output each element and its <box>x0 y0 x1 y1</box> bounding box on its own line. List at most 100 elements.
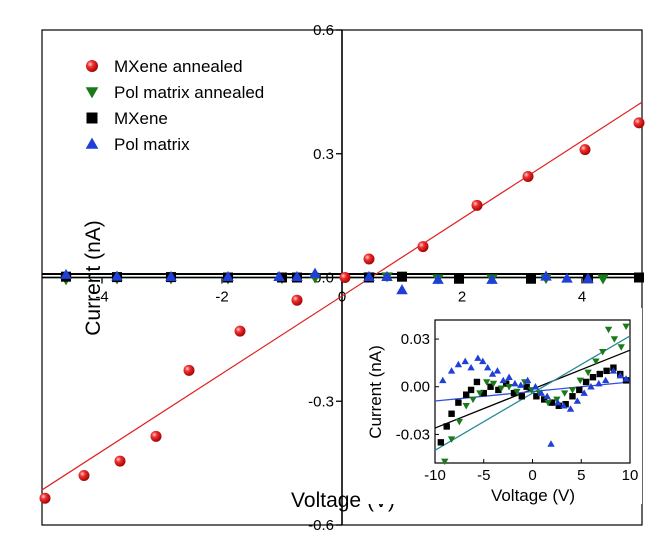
inset-point-mxene <box>480 389 487 397</box>
main-point-pol-matrix <box>291 270 303 281</box>
inset-point-pol-matrix <box>587 383 595 390</box>
inset-point-mxene <box>548 399 556 406</box>
inset-point-pol-matrix <box>483 363 492 371</box>
inset-point-mxene <box>523 383 530 390</box>
inset-x-tick-label: 10 <box>622 467 639 484</box>
inset-point-pol-matrix <box>595 379 603 387</box>
inset-point-pol-matrix-annealed <box>560 390 569 397</box>
main-point-mxene-annealed <box>39 492 51 504</box>
inset-point-pol-matrix-annealed <box>599 349 607 356</box>
main-point-mxene-annealed <box>150 430 162 442</box>
inset-point-pol-matrix <box>560 402 568 409</box>
inset-point-pol-matrix-annealed <box>610 336 619 343</box>
inset-background <box>362 308 642 504</box>
inset-point-mxene <box>596 370 603 378</box>
main-point-mxene-annealed <box>234 325 246 337</box>
main-chart: -4 -2 0 2 40.60.30.0-0.3-0.6 Current (nA) Vo… <box>39 22 645 534</box>
main-x-tick-label: -2 <box>215 289 228 306</box>
inset-point-pol-matrix-annealed <box>617 344 625 351</box>
main-data-points <box>39 117 645 504</box>
main-point-mxene <box>526 273 536 284</box>
inset-point-pol-matrix-annealed <box>441 458 449 466</box>
inset-point-pol-matrix <box>601 376 610 384</box>
inset-x-axis-label: Voltage (V) <box>491 486 575 505</box>
inset-point-mxene <box>562 401 569 408</box>
inset-point-pol-matrix <box>580 389 588 396</box>
inset-point-mxene <box>533 393 540 400</box>
inset-point-pol-matrix <box>488 370 497 377</box>
inset-point-pol-matrix <box>474 354 482 361</box>
legend-label-pol-matrix: Pol matrix <box>114 135 190 154</box>
main-y-tick-label: 0.6 <box>313 22 334 39</box>
main-fit-line <box>41 101 643 491</box>
main-y-tick-label: -0.3 <box>308 393 334 410</box>
inset-point-pol-matrix <box>523 376 532 384</box>
main-point-pol-matrix <box>432 273 444 284</box>
inset-y-tick-label: -0.03 <box>396 426 430 443</box>
inset-point-mxene <box>576 386 583 394</box>
main-point-mxene-annealed <box>579 144 591 156</box>
inset-point-pol-matrix <box>467 363 475 371</box>
inset-point-pol-matrix <box>554 398 562 406</box>
main-y-tick-label: -0.6 <box>308 517 334 534</box>
inset-point-mxene <box>589 374 597 381</box>
inset-point-pol-matrix <box>499 376 507 384</box>
main-point-pol-matrix <box>222 270 234 281</box>
inset-point-pol-matrix-annealed <box>604 326 613 334</box>
inset-y-tick-label: 0.00 <box>401 379 430 396</box>
main-y-tick-label: 0.3 <box>313 146 334 163</box>
main-point-pol-matrix <box>363 270 375 281</box>
main-point-mxene <box>454 273 464 284</box>
inset-point-pol-matrix <box>566 405 575 412</box>
inset-point-mxene <box>510 389 518 397</box>
inset-x-tick-label: 0 <box>528 467 536 484</box>
inset-x-tick-label: -5 <box>477 467 490 484</box>
inset-point-pol-matrix <box>616 371 624 379</box>
inset-point-mxene <box>603 367 610 375</box>
inset-point-pol-matrix-annealed <box>447 436 456 443</box>
main-x-tick-label: 2 <box>458 289 466 306</box>
legend-marker-pol-matrix-annealed <box>85 87 99 99</box>
inset-point-mxene <box>463 391 470 398</box>
main-x-tick-label: 4 <box>578 289 586 306</box>
inset-point-pol-matrix <box>493 367 502 374</box>
inset-point-mxene <box>495 386 502 394</box>
inset-point-mxene <box>518 393 525 400</box>
legend-label-mxene-annealed: MXene annealed <box>114 57 243 76</box>
main-point-mxene-annealed <box>417 241 429 253</box>
inset-point-pol-matrix <box>517 381 525 388</box>
inset-point-mxene <box>473 378 481 386</box>
legend-marker-pol-matrix <box>85 137 99 149</box>
main-legend: MXene annealed Pol matrix annealed MXene Po… <box>85 57 264 154</box>
inset-point-pol-matrix-annealed <box>482 379 491 386</box>
inset-x-tick-label: 5 <box>577 467 585 484</box>
main-point-mxene-annealed <box>633 117 645 129</box>
main-point-mxene-annealed <box>78 470 90 481</box>
inset-point-pol-matrix-annealed <box>469 396 477 404</box>
main-point-pol-matrix-annealed <box>597 274 609 285</box>
inset-point-mxene <box>467 386 475 394</box>
main-point-mxene-annealed <box>363 253 375 265</box>
inset-point-mxene <box>541 396 548 403</box>
main-point-mxene-annealed <box>522 170 534 182</box>
inset-point-pol-matrix-annealed <box>544 399 552 407</box>
inset-point-pol-matrix-annealed <box>455 418 464 426</box>
inset-fit-line <box>434 335 631 451</box>
inset-y-axis-label: Current (nA) <box>366 345 385 439</box>
legend-marker-mxene-annealed <box>86 60 98 72</box>
main-point-pol-matrix <box>111 270 123 281</box>
main-point-pol-matrix <box>273 270 285 281</box>
main-point-pol-matrix <box>561 272 573 283</box>
inset-point-pol-matrix-annealed <box>489 380 498 388</box>
main-point-mxene-annealed <box>339 272 351 283</box>
main-point-mxene <box>634 272 644 283</box>
inset-data-points <box>437 323 630 466</box>
inset-point-pol-matrix-annealed <box>497 385 505 393</box>
main-point-pol-matrix <box>486 273 498 284</box>
inset-point-pol-matrix <box>543 392 551 400</box>
main-point-pol-matrix <box>540 270 552 281</box>
inset-point-pol-matrix <box>537 389 545 396</box>
inset-point-mxene <box>502 380 510 387</box>
main-x-tick-label: -4 <box>95 289 108 306</box>
